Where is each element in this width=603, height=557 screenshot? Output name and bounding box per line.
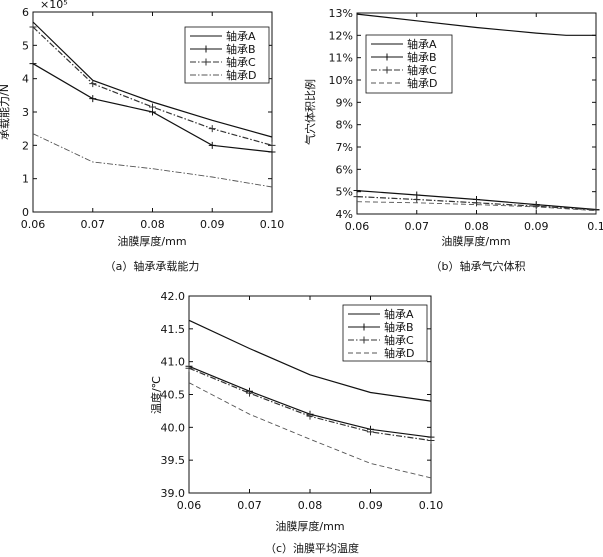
y-tick-label: 4 [22,73,29,86]
data-point [208,125,216,133]
legend-label: 轴承C [384,333,414,347]
y-tick-label: 40.5 [161,389,186,402]
y-tick-label: 41.0 [161,356,186,369]
y-tick-label: 39.0 [161,487,186,500]
y-tick-label: 6 [22,6,29,19]
data-point [246,389,253,397]
legend-label: 轴承D [384,346,414,360]
x-tick-label: 0.08 [140,218,165,231]
legend-marker [202,45,210,53]
y-axis-label: 承载能力/N [0,84,11,140]
data-point [413,195,421,203]
data-point [149,103,156,111]
legend-label: 轴承B [407,50,437,64]
y-tick-label: 2 [22,139,29,152]
legend-label: 轴承C [226,55,256,69]
x-tick-label: 0.09 [524,220,549,233]
series-line-3 [188,367,432,442]
data-point [185,364,193,372]
series-line-4 [32,133,273,188]
series-line-1 [32,21,273,138]
y-tick-label: 9% [336,96,353,109]
y-axis-label: 温度/℃ [149,376,163,414]
legend-marker [383,66,391,74]
y-tick-label: 4% [336,208,353,221]
series-line-1 [356,13,596,36]
data-point [353,187,361,195]
x-tick-label: 0.07 [237,499,262,512]
y-tick-label: 40.0 [161,421,186,434]
data-point [473,199,480,207]
legend-label: 轴承A [407,37,437,51]
data-point [592,206,600,214]
x-tick-label: 0.07 [405,220,430,233]
data-point [268,141,276,149]
x-tick-label: 0.10 [419,499,444,512]
y-tick-label: 39.5 [161,454,186,467]
x-tick-label: 0.09 [358,499,383,512]
data-point [89,80,97,88]
data-point [427,436,435,444]
x-tick-label: 0.06 [21,218,46,231]
legend-label: 轴承A [226,29,256,43]
x-tick-label: 0.1 [587,220,603,233]
y-tick-label: 8% [336,119,353,132]
y-tick-label: 41.5 [161,323,186,336]
chart-1: 0.06 0.07 0.08 0.09 0.10 0 1 2 3 4 5 6 ×10⁵ 轴承A轴承B轴承C… [0,0,284,273]
y-tick-label: 12% [329,29,353,42]
x-tick-label: 0.10 [260,218,285,231]
x-tick-label: 0.08 [298,499,323,512]
chart-2: 0.06 0.07 0.08 0.09 0.1 4% 5% 6% 7% 8% 9% 10% 11% 12%… [303,7,603,273]
chart-caption: （b）轴承气穴体积 [431,259,526,273]
y-axis-label: 气穴体积比例 [303,79,317,145]
series-line-4 [188,382,432,479]
legend-marker [360,336,368,344]
y-tick-label: 1 [22,173,29,186]
y-tick-label: 42.0 [161,290,186,303]
x-axis-label: 油膜厚度/mm [441,234,510,248]
data-point [268,148,276,156]
y-tick-label: 13% [329,7,353,20]
x-tick-label: 0.09 [200,218,225,231]
legend-label: 轴承A [384,307,414,321]
legend-label: 轴承B [226,42,256,56]
legend-label: 轴承C [407,63,437,77]
y-tick-label: 3 [22,106,29,119]
legend-marker [360,323,368,331]
data-point [29,23,37,31]
chart-caption: （a）轴承承载能力 [105,259,200,273]
y-tick-label: 7% [336,141,353,154]
y-tick-label: 5% [336,186,353,199]
legend-label: 轴承B [384,320,414,334]
legend-marker [383,53,391,61]
data-point [29,60,37,68]
y-tick-label: 6% [336,163,353,176]
data-point [208,141,216,149]
x-axis-label: 油膜厚度/mm [275,519,344,533]
x-tick-label: 0.06 [345,220,370,233]
data-point [367,428,374,436]
y-tick-label: 11% [329,52,353,65]
y-tick-label: 10% [329,74,353,87]
data-point [89,95,97,103]
legend-label: 轴承D [407,76,437,90]
x-axis-label: 油膜厚度/mm [117,234,186,248]
data-point [306,412,314,420]
chart-3: 0.06 0.07 0.08 0.09 0.10 39.0 39.5 40.0 40.5 41.0… [149,290,443,555]
legend-marker [202,58,210,66]
legend-label: 轴承D [226,68,256,82]
x-tick-label: 0.08 [464,220,489,233]
series-line-1 [188,319,432,402]
x-tick-label: 0.06 [177,499,202,512]
y-tick-label: 0 [22,206,29,219]
data-point [532,202,540,210]
chart-caption: （c）油膜平均温度 [265,541,359,555]
y-multiplier: ×10⁵ [40,0,68,11]
x-tick-label: 0.07 [81,218,106,231]
y-tick-label: 5 [22,39,29,52]
data-point [353,193,361,201]
